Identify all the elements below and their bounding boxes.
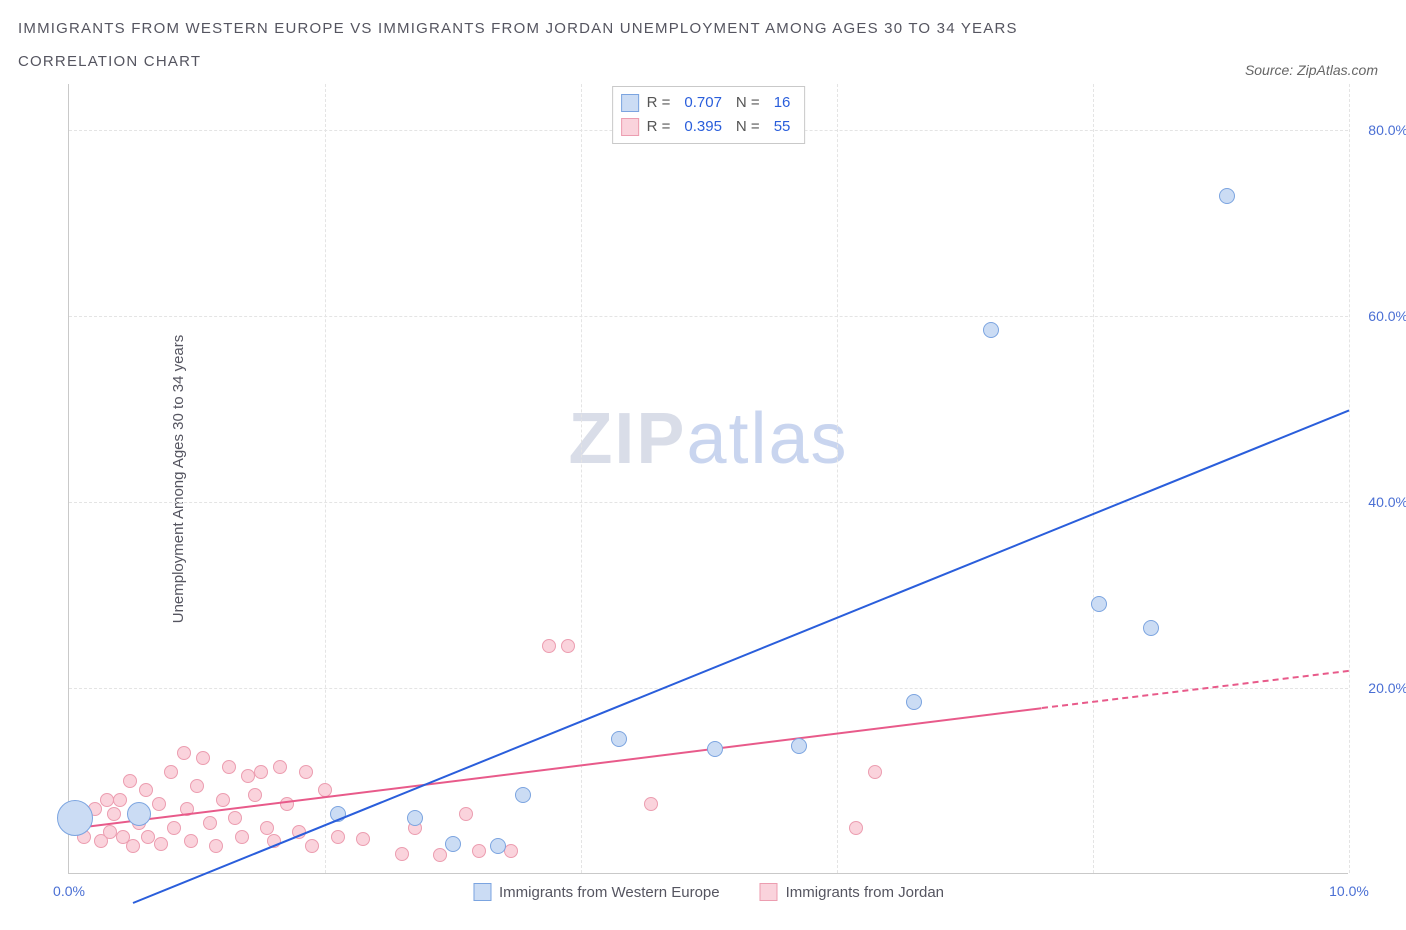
- point-jordan: [472, 844, 486, 858]
- y-tick-label: 60.0%: [1353, 308, 1406, 324]
- point-jordan: [395, 847, 409, 861]
- legend-row: R =0.707N =16: [621, 91, 797, 115]
- series-legend: Immigrants from Western Europe Immigrants…: [473, 883, 944, 901]
- legend-swatch: [760, 883, 778, 901]
- point-jordan: [222, 760, 236, 774]
- trend-line: [133, 409, 1350, 903]
- point-jordan: [154, 837, 168, 851]
- correlation-chart: Unemployment Among Ages 30 to 34 years Z…: [18, 84, 1388, 914]
- point-jordan: [126, 839, 140, 853]
- trend-line: [1042, 670, 1349, 709]
- legend-item: Immigrants from Western Europe: [473, 883, 720, 901]
- point-western-europe: [983, 322, 999, 338]
- point-jordan: [152, 797, 166, 811]
- legend-swatch: [621, 118, 639, 136]
- point-jordan: [177, 746, 191, 760]
- point-jordan: [235, 830, 249, 844]
- point-western-europe: [515, 787, 531, 803]
- y-tick-label: 80.0%: [1353, 122, 1406, 138]
- point-jordan: [141, 830, 155, 844]
- point-jordan: [107, 807, 121, 821]
- point-western-europe: [445, 836, 461, 852]
- trend-line: [69, 707, 1042, 830]
- point-jordan: [299, 765, 313, 779]
- point-western-europe: [707, 741, 723, 757]
- chart-title-2: CORRELATION CHART: [18, 45, 1018, 78]
- y-tick-label: 40.0%: [1353, 494, 1406, 510]
- x-tick-label: 10.0%: [1329, 883, 1369, 899]
- point-jordan: [248, 788, 262, 802]
- point-western-europe: [1219, 188, 1235, 204]
- gridline-v: [325, 84, 326, 873]
- point-western-europe: [490, 838, 506, 854]
- point-western-europe: [127, 802, 151, 826]
- point-western-europe: [57, 800, 93, 836]
- gridline-v: [837, 84, 838, 873]
- point-western-europe: [1143, 620, 1159, 636]
- point-jordan: [849, 821, 863, 835]
- point-western-europe: [791, 738, 807, 754]
- point-jordan: [190, 779, 204, 793]
- point-jordan: [139, 783, 153, 797]
- point-jordan: [868, 765, 882, 779]
- watermark: ZIPatlas: [568, 398, 848, 480]
- legend-row: R =0.395N =55: [621, 115, 797, 139]
- legend-label: Immigrants from Jordan: [786, 884, 944, 901]
- point-jordan: [216, 793, 230, 807]
- point-jordan: [260, 821, 274, 835]
- gridline-h: [69, 502, 1348, 503]
- gridline-v: [581, 84, 582, 873]
- chart-title-1: IMMIGRANTS FROM WESTERN EUROPE VS IMMIGR…: [18, 12, 1018, 45]
- plot-area: ZIPatlas R =0.707N =16R =0.395N =55 Immi…: [68, 84, 1348, 874]
- point-western-europe: [611, 731, 627, 747]
- point-jordan: [167, 821, 181, 835]
- point-jordan: [433, 848, 447, 862]
- correlation-legend: R =0.707N =16R =0.395N =55: [612, 86, 806, 144]
- source-label: Source: ZipAtlas.com: [1245, 62, 1388, 78]
- point-jordan: [542, 639, 556, 653]
- point-jordan: [305, 839, 319, 853]
- point-jordan: [228, 811, 242, 825]
- legend-label: Immigrants from Western Europe: [499, 884, 720, 901]
- gridline-v: [1093, 84, 1094, 873]
- point-jordan: [113, 793, 127, 807]
- point-jordan: [209, 839, 223, 853]
- point-jordan: [459, 807, 473, 821]
- point-jordan: [164, 765, 178, 779]
- point-western-europe: [906, 694, 922, 710]
- gridline-h: [69, 688, 1348, 689]
- x-tick-label: 0.0%: [53, 883, 85, 899]
- point-jordan: [273, 760, 287, 774]
- point-jordan: [196, 751, 210, 765]
- y-tick-label: 20.0%: [1353, 680, 1406, 696]
- point-jordan: [644, 797, 658, 811]
- legend-item: Immigrants from Jordan: [760, 883, 944, 901]
- point-western-europe: [407, 810, 423, 826]
- gridline-v: [1349, 84, 1350, 873]
- point-jordan: [123, 774, 137, 788]
- point-jordan: [203, 816, 217, 830]
- point-jordan: [254, 765, 268, 779]
- gridline-h: [69, 316, 1348, 317]
- point-jordan: [184, 834, 198, 848]
- legend-swatch: [621, 94, 639, 112]
- point-jordan: [331, 830, 345, 844]
- point-jordan: [561, 639, 575, 653]
- point-western-europe: [1091, 596, 1107, 612]
- legend-swatch: [473, 883, 491, 901]
- point-jordan: [356, 832, 370, 846]
